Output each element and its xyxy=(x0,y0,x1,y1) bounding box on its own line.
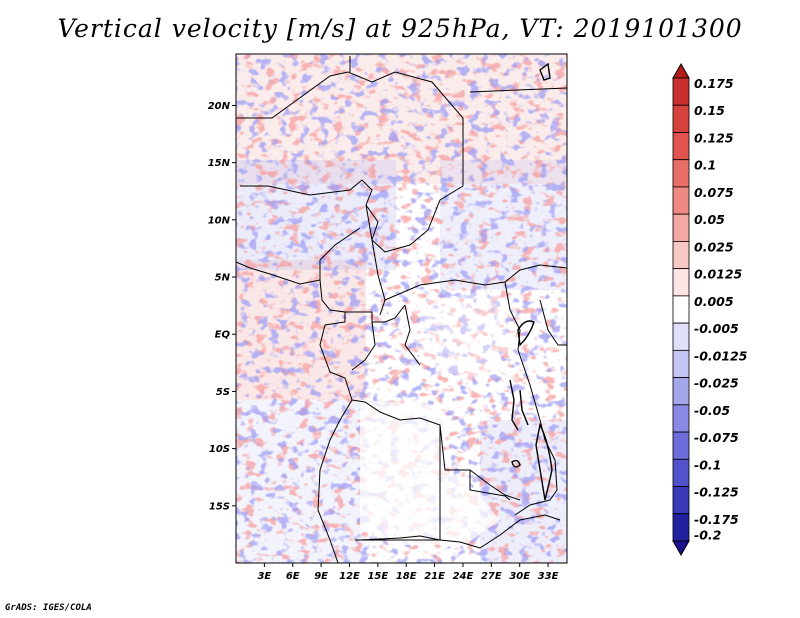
latitude-axis: 20N 15N 10N 5N EQ 5S 10S 15S xyxy=(208,101,236,512)
colorbar-swatch xyxy=(672,186,690,215)
lat-tick-label: 5S xyxy=(216,387,230,398)
lat-tick-label: 15N xyxy=(208,158,231,169)
colorbar-label: 0.0125 xyxy=(694,267,743,282)
colorbar-swatch xyxy=(672,295,690,324)
colorbar-label: 0.005 xyxy=(694,294,734,309)
lat-tick-label: EQ xyxy=(215,330,231,341)
lat-tick-label: 10N xyxy=(208,215,231,226)
colorbar-label: 0.175 xyxy=(694,76,734,91)
colorbar-label: 0.125 xyxy=(694,130,734,145)
colorbar: 0.175 0.15 0.125 0.1 0.075 0.05 0.025 0.0125 0.0… xyxy=(672,62,748,557)
map-title: Vertical velocity [m/s] at 925hPa, VT: 2… xyxy=(57,14,743,43)
colorbar-swatch xyxy=(672,377,690,406)
colorbar-label: 0.025 xyxy=(694,239,734,254)
lon-tick-label: 6E xyxy=(286,571,300,582)
colorbar-swatch xyxy=(672,241,690,270)
lon-tick-label: 3E xyxy=(257,571,271,582)
lat-tick-label: 15S xyxy=(209,501,230,512)
colorbar-label: -0.125 xyxy=(694,485,739,500)
lon-tick-label: 18E xyxy=(396,571,417,582)
colorbar-swatch xyxy=(672,486,690,515)
velocity-field xyxy=(236,54,567,563)
lon-tick-label: 27E xyxy=(481,571,502,582)
colorbar-label: 0.1 xyxy=(694,158,716,173)
longitude-axis: 3E 6E 9E 12E 15E 18E 21E 24E 27E 30E 33E xyxy=(257,563,559,582)
lat-tick-label: 5N xyxy=(215,273,231,284)
lon-tick-label: 33E xyxy=(538,571,559,582)
lon-tick-label: 9E xyxy=(314,571,328,582)
colorbar-label: -0.05 xyxy=(694,403,730,418)
colorbar-swatch xyxy=(672,404,690,433)
colorbar-swatch xyxy=(672,349,690,378)
lon-tick-label: 30E xyxy=(509,571,530,582)
lakes xyxy=(509,62,553,501)
colorbar-swatch xyxy=(672,431,690,460)
colorbar-swatch xyxy=(672,268,690,297)
colorbar-max-triangle xyxy=(672,62,690,79)
colorbar-min-triangle xyxy=(672,540,690,557)
colorbar-swatch xyxy=(672,513,690,542)
lat-tick-label: 20N xyxy=(208,101,231,112)
colorbar-label: -0.025 xyxy=(694,376,739,391)
colorbar-swatch xyxy=(672,458,690,487)
lon-tick-label: 21E xyxy=(424,571,445,582)
colorbar-swatch xyxy=(672,132,690,161)
colorbar-swatch xyxy=(672,213,690,242)
map-frame xyxy=(235,53,568,564)
lon-tick-label: 24E xyxy=(453,571,474,582)
credit-text: GrADS: IGES/COLA xyxy=(5,603,92,613)
colorbar-label: -0.005 xyxy=(694,321,739,336)
colorbar-label: 0.15 xyxy=(694,103,725,118)
colorbar-label: -0.1 xyxy=(694,457,721,472)
colorbar-swatch xyxy=(672,322,690,351)
colorbar-swatch xyxy=(672,159,690,188)
colorbar-label: -0.175 xyxy=(694,512,739,527)
colorbar-label: 0.075 xyxy=(694,185,734,200)
lon-tick-label: 12E xyxy=(339,571,360,582)
colorbar-label: -0.2 xyxy=(694,528,721,543)
lon-tick-label: 15E xyxy=(367,571,388,582)
colorbar-swatch xyxy=(672,104,690,133)
colorbar-label: -0.0125 xyxy=(694,348,748,363)
colorbar-swatch xyxy=(672,77,690,106)
colorbar-label: 0.05 xyxy=(694,212,725,227)
colorbar-label: -0.075 xyxy=(694,430,739,445)
lat-tick-label: 10S xyxy=(209,444,230,455)
